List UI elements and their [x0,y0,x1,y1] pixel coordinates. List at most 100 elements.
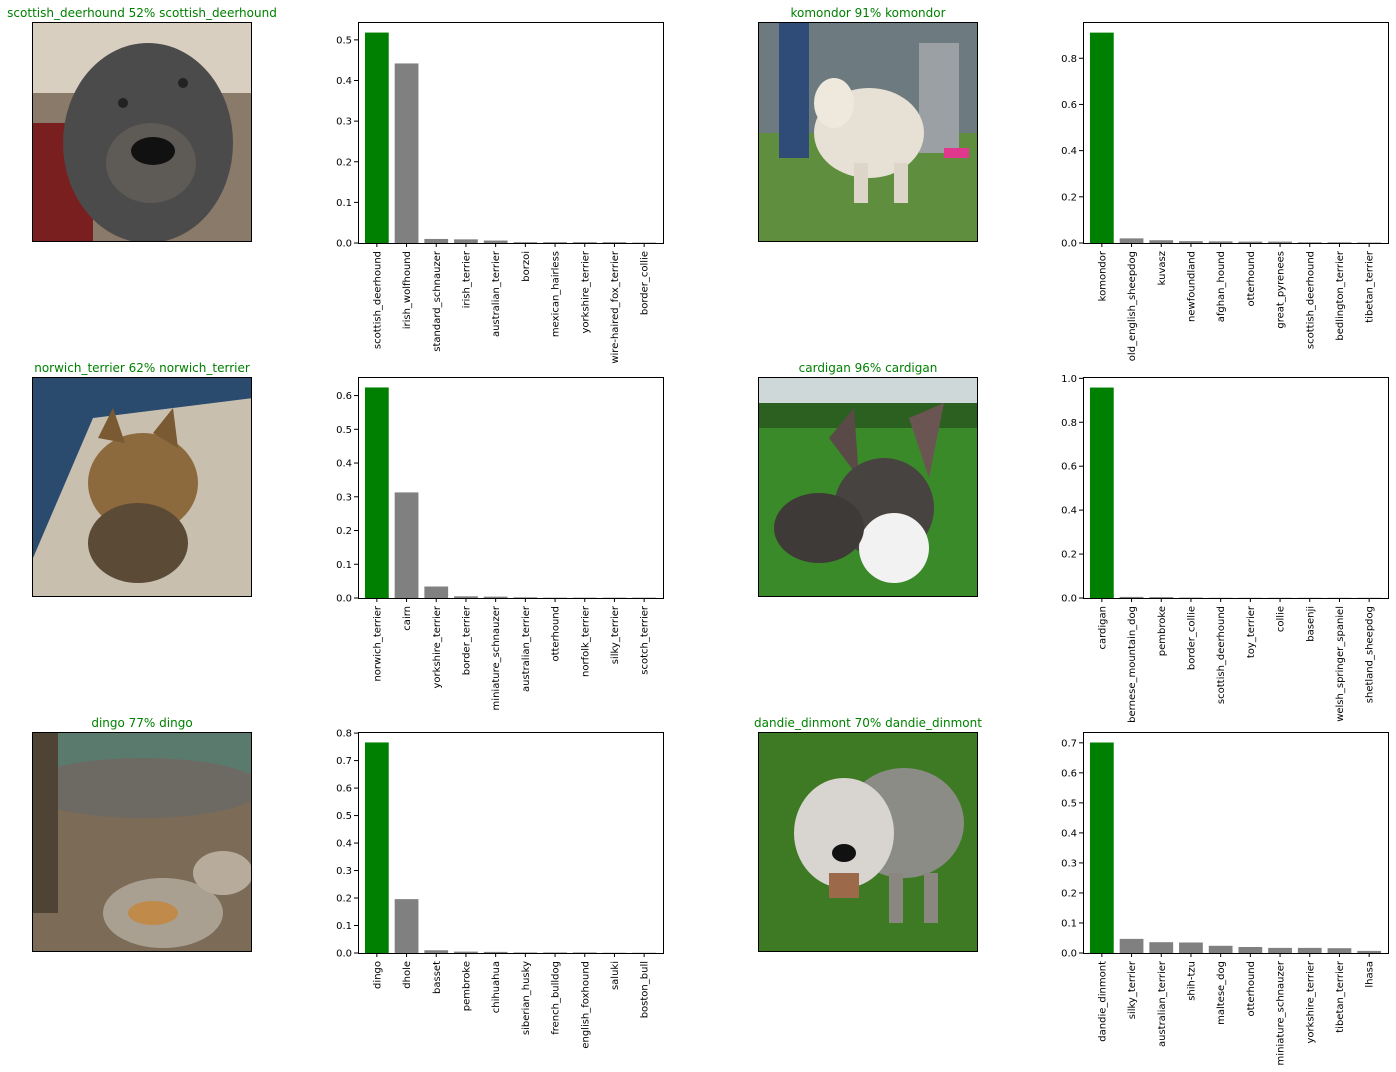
dingo-photo [32,732,252,952]
chart2-bar-10 [1357,242,1382,244]
chart5-xlabel-5: chihuahua [491,961,502,1013]
chart5-bar-3 [424,950,449,953]
chart2-bar-4 [1179,241,1203,243]
chart5-xlabel-8: english_foxhound [580,961,591,1049]
chart3-bar-10 [632,597,657,599]
chart3-xlabel-3: yorkshire_terrier [432,605,443,688]
chart2-ylabel-3: 0.4 [1061,146,1077,157]
chart5-xlabel-2: dhole [402,961,413,989]
chart6-xlabel-6: otterhound [1246,961,1257,1017]
chart3-ylabel-3: 0.2 [336,526,352,537]
photo-title-3: norwich_terrier 62% norwich_terrier [34,361,250,375]
chart6-xlabel-7: miniature_schnauzer [1276,960,1287,1065]
chart4-frame [1083,377,1389,599]
chart1-bar-10 [632,242,657,244]
chart4-ylabel-2: 0.2 [1061,550,1077,561]
chart6-bar-5 [1208,945,1233,953]
photo-title-5: dingo 77% dingo [91,716,193,730]
chart3-bar-2 [394,492,419,598]
chart1-bar-4 [454,239,478,243]
chart4-xlabel-6: toy_terrier [1246,605,1257,658]
chart2-ylabel-4: 0.6 [1061,100,1077,111]
chart5-ylabel-6: 0.5 [336,811,352,822]
chart3-xlabel-9: silky_terrier [610,605,621,664]
chart3-bar-7 [543,597,567,599]
chart5-xlabel-7: french_bulldog [551,961,562,1035]
chart2-bar-6 [1238,241,1263,243]
chart2-bar-9 [1327,242,1352,243]
chart3-ylabel-7: 0.6 [336,391,352,402]
chart2-bar-5 [1208,241,1233,243]
chart4-ylabel-1: 0.0 [1061,594,1077,605]
chart5-bar-6 [513,952,538,953]
chart4-xlabel-2: bernese_mountain_dog [1127,606,1138,723]
chart1-bar-9 [602,242,627,243]
cardigan-photo [758,377,978,597]
chart6-bar-3 [1149,942,1174,953]
chart1-bar-5 [483,240,508,243]
chart5-frame [358,732,664,954]
chart4-xlabel-7: collie [1276,606,1287,632]
chart4-ylabel-4: 0.6 [1061,462,1077,473]
chart3-xlabel-5: miniature_schnauzer [491,605,502,710]
chart1-bar-6 [513,242,538,243]
chart4-bar-2 [1119,596,1144,598]
chart6-ylabel-2: 0.1 [1061,918,1077,929]
chart2-ylabel-2: 0.2 [1061,192,1077,203]
chart5-xlabel-3: basset [432,961,443,994]
chart4-xlabel-10: shetland_sheepdog [1365,606,1376,703]
chart5-ylabel-9: 0.8 [336,729,352,740]
chart1-ylabel-5: 0.4 [336,76,352,87]
chart2-xlabel-7: great_pyrenees [1276,251,1287,329]
chart1-frame [358,22,664,244]
chart6-xlabel-5: maltese_dog [1216,961,1227,1025]
chart4-bar-4 [1179,597,1203,599]
chart1-ylabel-1: 0.0 [336,239,352,250]
chart4-xlabel-1: cardigan [1097,606,1108,650]
chart3-bar-6 [513,597,538,598]
chart3-xlabel-10: scotch_terrier [640,605,651,675]
chart1-xlabel-6: borzoi [521,251,532,282]
chart2-ylabel-1: 0.0 [1061,239,1077,250]
chart6-bar-8 [1297,947,1322,953]
chart3-ylabel-4: 0.3 [336,492,352,503]
chart3-xlabel-8: norfolk_terrier [580,605,591,677]
chart1-ylabel-6: 0.5 [336,35,352,46]
chart2-bar-3 [1149,240,1174,243]
chart4-ylabel-6: 1.0 [1061,374,1077,385]
chart4-xlabel-3: pembroke [1157,606,1168,656]
chart1-ylabel-2: 0.1 [336,198,352,209]
komondor-photo [758,22,978,242]
chart2-bar-8 [1297,242,1322,243]
chart3-frame [358,377,664,599]
chart3-bar-1 [364,387,389,598]
chart6-bar-10 [1357,950,1382,953]
chart2-bar-2 [1119,238,1144,243]
chart5-xlabel-4: pembroke [461,961,472,1011]
chart3-ylabel-1: 0.0 [336,594,352,605]
chart5-ylabel-3: 0.2 [336,894,352,905]
chart3-xlabel-6: australian_terrier [521,605,532,692]
chart1-xlabel-2: irish_wolfhound [402,251,413,329]
chart6-bar-6 [1238,946,1263,953]
chart2-frame [1083,22,1389,244]
chart5-xlabel-9: saluki [610,961,621,990]
chart5-xlabel-6: siberian_husky [521,961,532,1035]
chart1-ylabel-4: 0.3 [336,117,352,128]
chart1-bar-3 [424,238,449,243]
chart5-bar-10 [632,952,657,954]
chart3-ylabel-6: 0.5 [336,425,352,436]
chart3-xlabel-7: otterhound [551,606,562,662]
chart1-bar-7 [543,242,567,243]
chart6-bar-9 [1327,948,1352,953]
chart5-xlabel-1: dingo [372,961,383,989]
chart5-bar-5 [483,951,508,953]
chart3-bar-8 [572,597,597,599]
chart6-xlabel-1: dandie_dinmont [1097,961,1108,1042]
chart6-ylabel-4: 0.3 [1061,858,1077,869]
chart2-xlabel-9: bedlington_terrier [1335,250,1346,341]
chart2-xlabel-1: komondor [1097,250,1108,301]
chart5-bar-8 [572,952,597,953]
chart6-ylabel-3: 0.2 [1061,888,1077,899]
